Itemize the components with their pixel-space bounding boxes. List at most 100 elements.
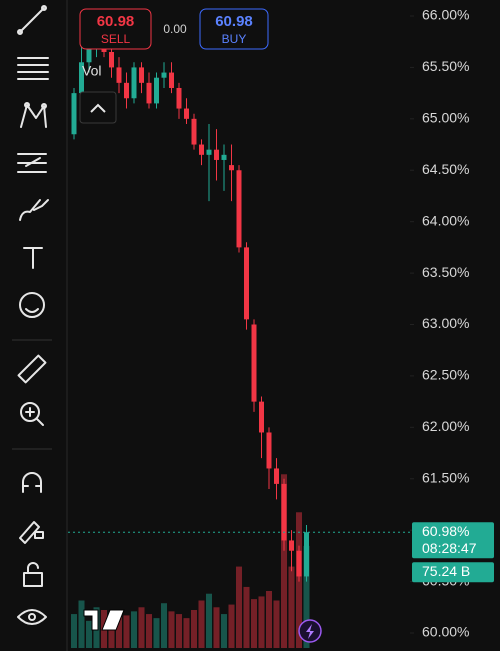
candle-body [146,82,152,104]
last-price-label: 60.98% [422,523,469,539]
volume-bar [183,618,190,648]
volume-bar [71,614,77,648]
candle-body [199,144,204,155]
volume-bar [146,614,152,648]
candle-body [229,165,234,171]
buy-button[interactable] [199,8,269,50]
volume-bar [176,614,182,648]
volume-bar [161,603,167,648]
brush-tool[interactable] [19,199,49,221]
ruler-tool[interactable] [17,354,47,384]
collapse-button[interactable] [79,91,117,124]
magnet-tool[interactable] [22,472,42,493]
toolbar [12,5,52,625]
y-tick-label: 64.00% [422,212,469,228]
candle-body [289,540,294,551]
volume-bar [191,610,197,648]
candle-body [184,108,189,119]
candle-body [154,77,159,104]
volume-bar [213,607,220,648]
candle-body [86,46,92,63]
volume-last-label: 75.24 B [422,563,470,579]
candle-body [116,67,122,83]
alert-icon [306,624,314,639]
lock-drawing-tool[interactable] [19,521,44,544]
candle-body [266,432,272,469]
volume-bar [281,474,287,648]
volume-bar [243,586,250,648]
candle-body [251,324,257,402]
candle-body [221,154,227,160]
fib-tool[interactable] [17,57,49,80]
spread: 0.00 [163,22,187,36]
y-tick-label: 60.00% [422,624,469,640]
volume-bar [78,600,85,648]
y-tick-label: 62.50% [422,367,469,383]
volume-bar [116,612,122,648]
emoji-tool[interactable] [19,292,45,318]
indicator-label: Vol [82,63,101,79]
text-tool[interactable] [23,247,43,269]
volume-bar [108,618,115,648]
candle-body [124,82,129,99]
y-tick-label: 64.50% [422,161,469,177]
volume-bar [221,614,227,648]
price-axis: 60.00%60.50%61.00%61.50%62.00%62.50%63.0… [412,7,494,640]
volume-bar [123,615,130,648]
buy-label: BUY [222,32,247,46]
candle-body [206,149,212,155]
volume-bar [288,566,295,648]
volume-bar [273,600,280,648]
candle-body [259,401,264,433]
volume-bar [228,604,235,648]
volume-bar [251,599,257,648]
volume-bar [236,566,242,648]
candle-body [304,532,309,577]
last-price-tag [412,522,494,559]
logo [83,609,125,631]
buy-price: 60.98 [215,13,253,30]
candle-body [191,118,197,145]
candle-body [281,483,287,541]
volume-bar [131,611,137,648]
candle-body [79,62,84,94]
volume-bar [303,545,310,648]
countdown: 08:28:47 [422,540,477,556]
trend-line-tool[interactable] [17,5,47,35]
volume-bar [153,618,160,648]
forecast-tool[interactable] [17,153,47,173]
zoom-tool[interactable] [20,402,44,426]
lock-tool[interactable] [23,562,43,587]
candle-body [161,72,167,78]
candle-body [244,247,249,320]
sell-label: SELL [101,32,131,46]
pattern-tool[interactable] [20,102,47,128]
candle-body [109,51,114,68]
sell-price: 60.98 [97,13,135,30]
y-tick-label: 63.50% [422,264,469,280]
candle-body [214,149,219,160]
candle-body [131,67,137,99]
visibility-tool[interactable] [17,609,47,625]
sell-button[interactable] [79,8,152,50]
volume-bar [198,600,205,648]
collapse-icon [90,103,106,113]
candle-body [71,93,77,135]
volume-bar [258,596,265,648]
y-tick-label: 65.50% [422,58,469,74]
y-tick-label: 61.50% [422,469,469,485]
candle-body [296,550,302,577]
volume-tag [412,562,494,583]
candle-body [169,72,174,88]
y-tick-label: 65.00% [422,110,469,126]
volume-bar [266,591,272,648]
volume-bar [86,620,92,648]
volume-bar [138,607,145,648]
y-tick-label: 62.00% [422,418,469,434]
y-tick-label: 66.00% [422,7,469,23]
candle-body [274,468,279,484]
order-panel: 60.98 SELL 0.00 60.98 BUY [79,8,269,50]
y-tick-label: 63.00% [422,315,469,331]
